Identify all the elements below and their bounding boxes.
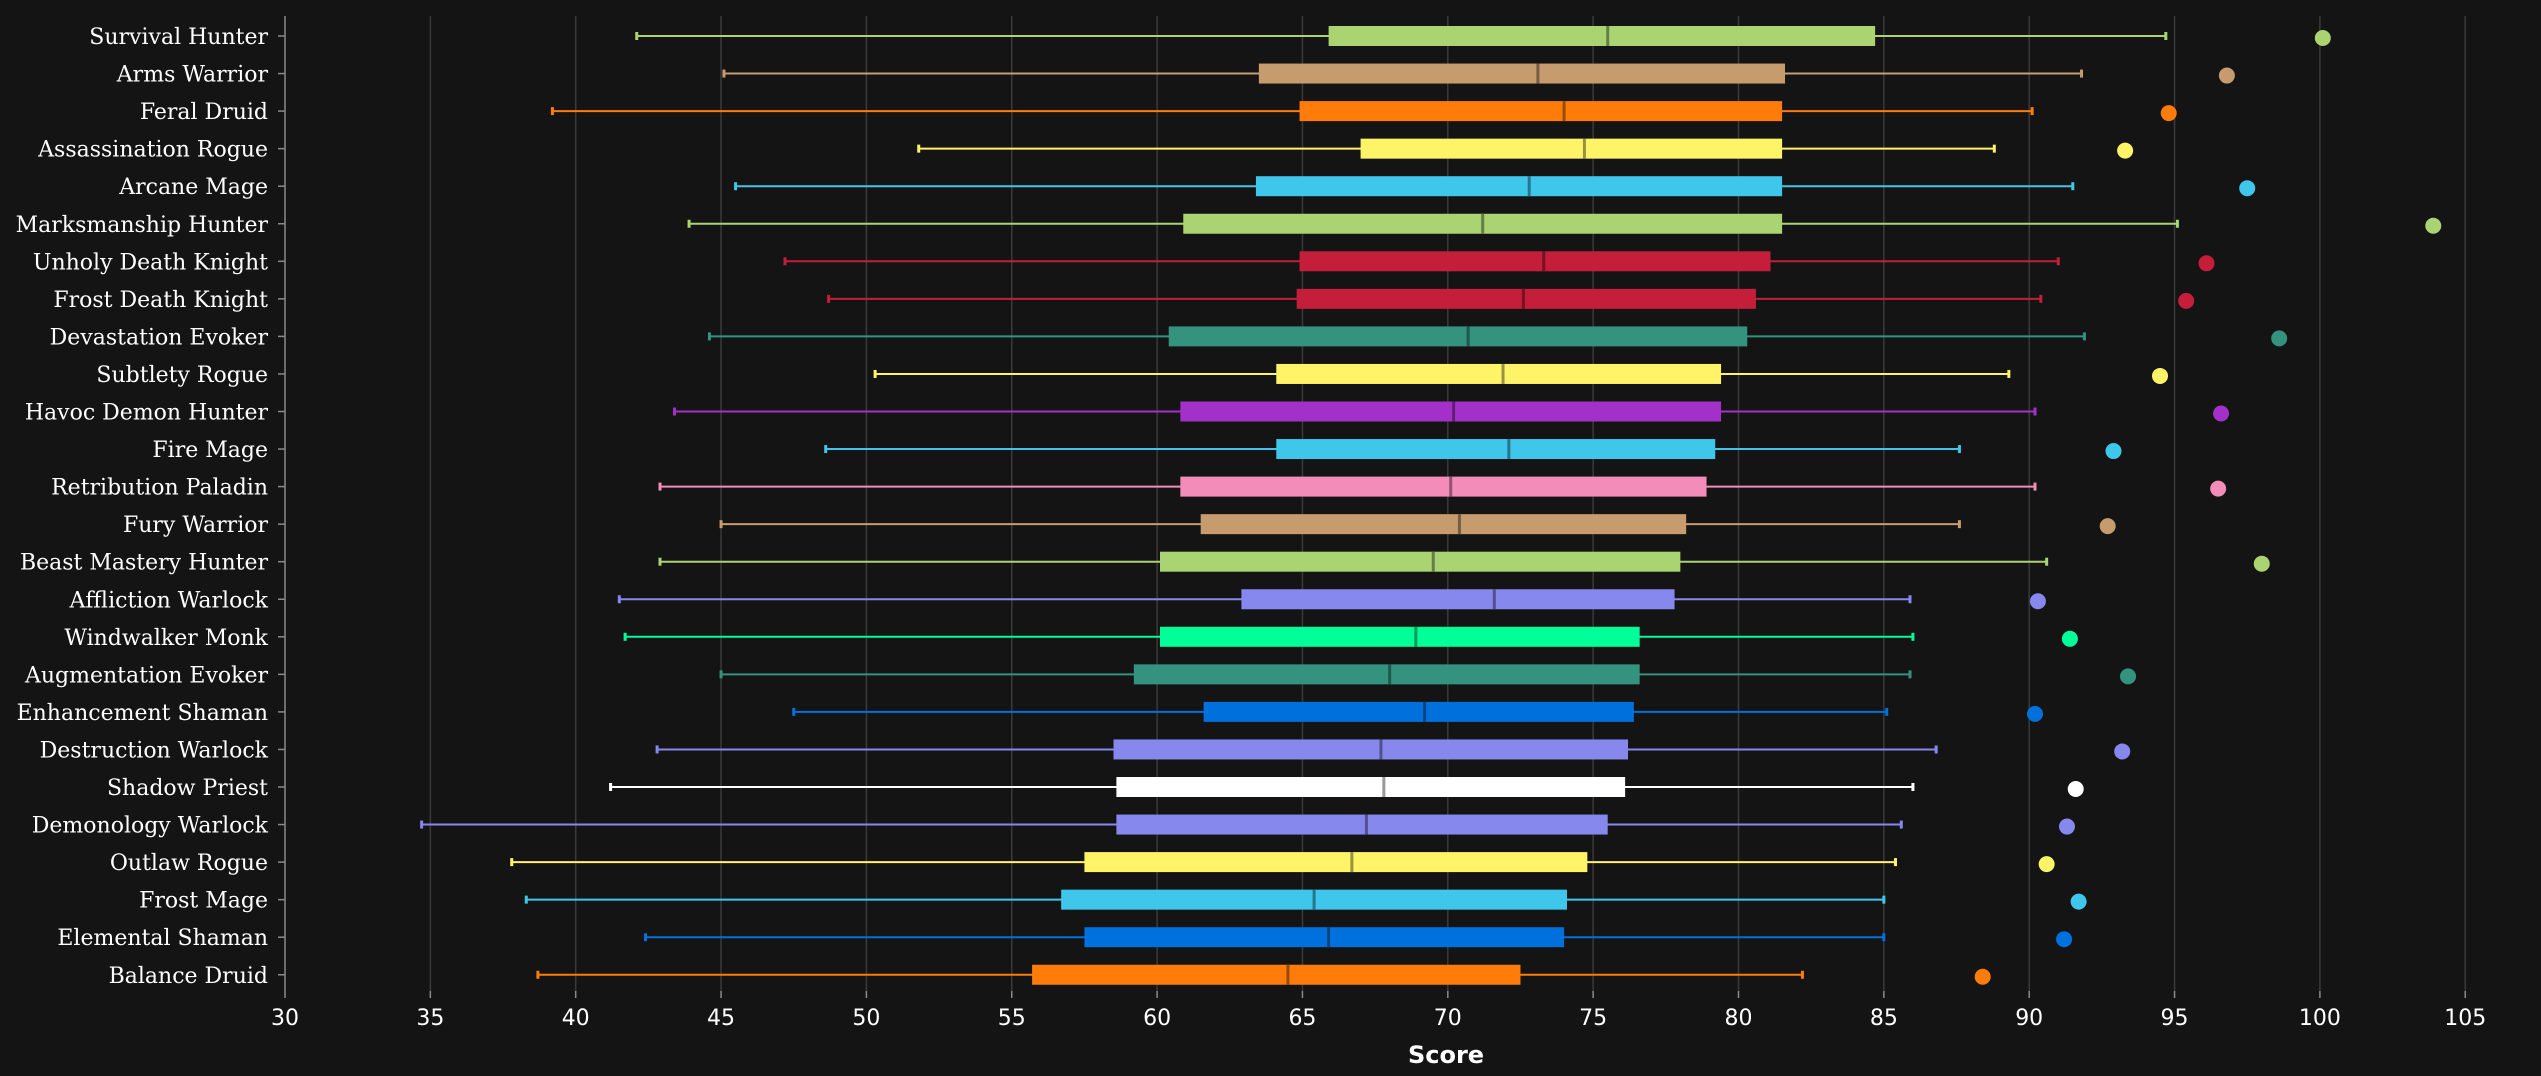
outlier-point: [2425, 217, 2442, 234]
category-label: Fire Mage: [152, 438, 268, 463]
category-label: Retribution Paladin: [51, 476, 268, 501]
outlier-point: [2152, 367, 2169, 384]
category-label: Destruction Warlock: [40, 738, 269, 763]
iqr-box: [1116, 814, 1608, 835]
category-label: Arcane Mage: [118, 175, 268, 200]
iqr-box: [1113, 739, 1629, 760]
outlier-point: [2210, 480, 2227, 497]
x-axis-title: Score: [1408, 1041, 1484, 1069]
x-tick-label: 30: [271, 1006, 299, 1031]
x-tick-label: 45: [707, 1006, 735, 1031]
iqr-box: [1180, 476, 1707, 497]
category-label: Augmentation Evoker: [24, 663, 269, 688]
x-tick-label: 90: [2015, 1006, 2043, 1031]
category-label: Windwalker Monk: [64, 626, 268, 651]
x-tick-label: 60: [1143, 1006, 1171, 1031]
category-label: Demonology Warlock: [32, 814, 269, 839]
iqr-box: [1032, 964, 1521, 985]
iqr-box: [1360, 138, 1783, 159]
outlier-point: [2253, 555, 2270, 572]
iqr-box: [1084, 852, 1588, 873]
x-tick-label: 65: [1288, 1006, 1316, 1031]
x-tick-label: 70: [1434, 1006, 1462, 1031]
category-label: Affliction Warlock: [69, 588, 269, 613]
category-label: Shadow Priest: [107, 776, 268, 801]
category-label: Subtlety Rogue: [96, 363, 268, 388]
iqr-box: [1203, 701, 1634, 722]
outlier-point: [2178, 292, 2195, 309]
iqr-box: [1255, 176, 1783, 197]
iqr-box: [1276, 439, 1716, 460]
category-label: Devastation Evoker: [50, 325, 269, 350]
category-label: Frost Mage: [139, 889, 268, 914]
outlier-point: [2117, 142, 2134, 159]
outlier-point: [2038, 856, 2055, 873]
outlier-point: [2061, 630, 2078, 647]
category-labels: Survival Hunter Arms Warrior Feral Druid As…: [16, 25, 285, 989]
grid-lines: [429, 16, 2466, 991]
category-label: Outlaw Rogue: [110, 851, 268, 876]
x-tick-label: 35: [416, 1006, 444, 1031]
outlier-point: [2239, 180, 2256, 197]
outlier-point: [2067, 781, 2084, 797]
x-tick-label: 55: [998, 1006, 1026, 1031]
boxes-layer: [420, 26, 2442, 985]
iqr-box: [1276, 363, 1722, 384]
category-label: Marksmanship Hunter: [16, 213, 269, 238]
category-label: Fury Warrior: [123, 513, 269, 538]
category-label: Unholy Death Knight: [33, 250, 268, 275]
outlier-point: [2120, 668, 2137, 685]
outlier-point: [2099, 518, 2116, 535]
iqr-box: [1160, 551, 1681, 572]
outlier-point: [2213, 405, 2230, 422]
x-tick-label: 50: [852, 1006, 880, 1031]
iqr-box: [1168, 326, 1748, 347]
iqr-box: [1299, 251, 1771, 272]
iqr-box: [1084, 927, 1565, 948]
iqr-box: [1241, 589, 1675, 610]
iqr-box: [1180, 401, 1722, 422]
outlier-point: [2027, 705, 2044, 722]
iqr-box: [1116, 777, 1626, 797]
outlier-point: [2114, 743, 2131, 760]
iqr-box: [1328, 26, 1876, 46]
x-tick-label: 100: [2299, 1006, 2341, 1031]
outlier-point: [1974, 968, 1991, 985]
iqr-box: [1160, 626, 1640, 647]
category-label: Havoc Demon Hunter: [25, 401, 269, 426]
category-label: Feral Druid: [140, 100, 268, 125]
iqr-box: [1133, 664, 1640, 685]
category-label: Survival Hunter: [89, 25, 268, 50]
x-tick-label: 80: [1725, 1006, 1753, 1031]
outlier-point: [2056, 931, 2073, 948]
outlier-point: [2160, 105, 2177, 122]
outlier-point: [2314, 30, 2331, 46]
outlier-point: [2198, 255, 2215, 272]
outlier-point: [2070, 893, 2087, 910]
outlier-point: [2029, 593, 2046, 610]
x-tick-label: 40: [562, 1006, 590, 1031]
x-tick-label: 105: [2444, 1006, 2486, 1031]
category-label: Enhancement Shaman: [17, 701, 268, 726]
outlier-point: [2271, 330, 2288, 347]
category-label: Frost Death Knight: [53, 288, 268, 313]
iqr-box: [1296, 288, 1756, 309]
outlier-point: [2058, 818, 2075, 835]
x-axis-ticks: 30 35 40 45 50 55 60 65 70 75 80 85 90 95 100 105: [271, 991, 2486, 1031]
iqr-box: [1258, 63, 1786, 84]
iqr-box: [1299, 101, 1783, 122]
category-label: Assassination Rogue: [37, 138, 268, 163]
outlier-point: [2218, 67, 2235, 84]
category-label: Beast Mastery Hunter: [20, 551, 269, 576]
category-label: Balance Druid: [109, 964, 268, 989]
x-tick-label: 85: [1870, 1006, 1898, 1031]
category-label: Elemental Shaman: [57, 926, 268, 951]
category-label: Arms Warrior: [116, 63, 269, 88]
outlier-point: [2105, 443, 2122, 460]
iqr-box: [1200, 514, 1687, 535]
x-tick-label: 95: [2161, 1006, 2189, 1031]
x-tick-label: 75: [1579, 1006, 1607, 1031]
